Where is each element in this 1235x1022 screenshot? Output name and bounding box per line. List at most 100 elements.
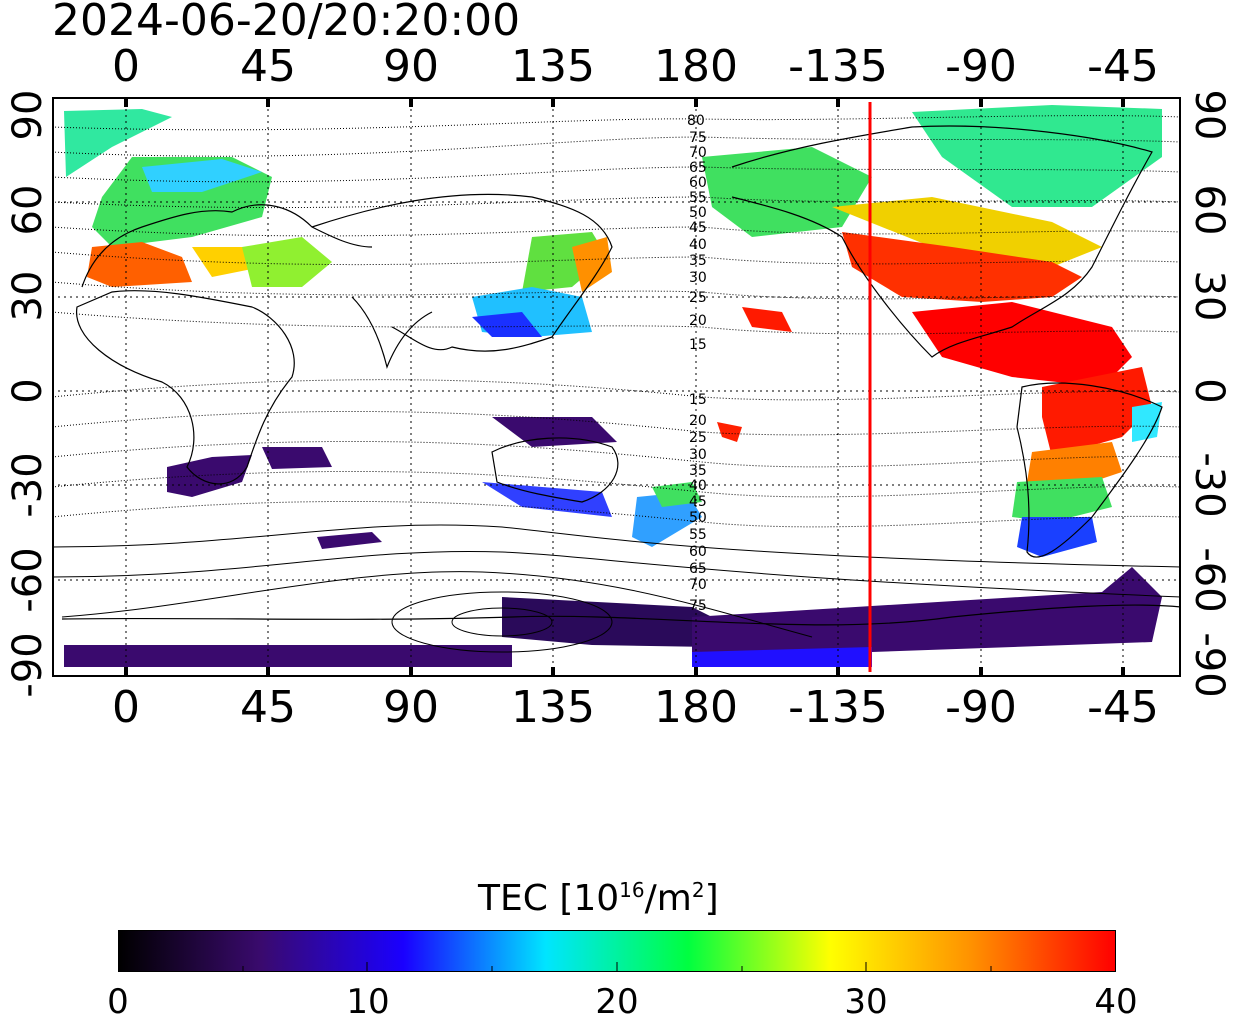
top-lon-tick: 45 <box>240 41 296 92</box>
bottom-lon-tick: -135 <box>788 682 888 733</box>
left-lat-tick: 0 <box>5 378 51 404</box>
right-lat-tick: 90 <box>1186 89 1232 141</box>
colorbar-title: TEC [1016/m2] <box>478 868 719 921</box>
tec-region-brazil <box>1132 402 1162 442</box>
contour-label: 30 <box>689 270 707 286</box>
tec-region-pacific-islands <box>717 422 742 442</box>
contour-label: 75 <box>689 130 707 146</box>
tec-region-scandinavia <box>142 159 262 192</box>
tec-region-east-asia-blue <box>472 312 542 337</box>
right-lat-tick: 60 <box>1186 184 1232 236</box>
right-lat-tick: -90 <box>1186 632 1232 698</box>
contour-label: 80 <box>687 113 705 129</box>
colorbar-title-mid: /m <box>644 878 692 919</box>
right-lat-tick: 0 <box>1186 378 1232 404</box>
colorbar-tick: 30 <box>844 982 888 1022</box>
contour-label: 70 <box>689 145 707 161</box>
contour-label: 15 <box>689 337 707 353</box>
tec-region-south-america-green <box>1012 477 1112 522</box>
contour-label: 45 <box>689 220 707 236</box>
tec-region-south-america-blue <box>1017 517 1097 557</box>
tec-region-japan <box>572 237 612 292</box>
contour-label: 75 <box>689 598 707 614</box>
top-lon-tick: 90 <box>383 41 439 92</box>
colorbar-title-exp2: 2 <box>691 878 705 902</box>
coast-asia <box>311 193 613 352</box>
tec-region-med <box>87 242 192 287</box>
tec-region-hawaii <box>742 307 792 332</box>
bottom-lon-tick: -90 <box>945 682 1017 733</box>
map-frame <box>52 97 1181 677</box>
contour-label: 70 <box>689 577 707 593</box>
top-lon-tick: -135 <box>788 41 888 92</box>
tec-region-europe-high <box>64 109 172 177</box>
left-lat-tick: 60 <box>5 184 51 236</box>
contour-labels-north: 80 75 70 65 60 55 50 45 40 35 30 25 20 1… <box>687 113 707 353</box>
tec-region-antarctic-west <box>64 645 512 667</box>
contour-label: 50 <box>689 205 707 221</box>
tec-region-central-america <box>912 302 1132 387</box>
contour-label: 40 <box>689 237 707 253</box>
contour-label: 40 <box>689 478 707 494</box>
tec-region-canada <box>832 197 1102 267</box>
bottom-lon-tick: 135 <box>511 682 595 733</box>
colorbar-tick: 10 <box>346 982 390 1022</box>
tec-region-arctic-canada <box>912 105 1162 207</box>
colorbar-title-prefix: TEC [10 <box>478 878 620 919</box>
tec-region-pacific-south <box>317 532 382 549</box>
contour-label: 20 <box>689 313 707 329</box>
tec-region-usa <box>842 232 1082 302</box>
coast-india <box>351 296 433 369</box>
bottom-lon-tick: -45 <box>1087 682 1159 733</box>
bottom-lon-tick: 45 <box>240 682 296 733</box>
coastlines <box>61 125 1181 626</box>
contour-label: 20 <box>689 413 707 429</box>
left-lat-tick: -90 <box>5 632 51 698</box>
left-lat-tick: 30 <box>5 270 51 322</box>
contour-label: 15 <box>689 392 707 408</box>
magnetic-contours <box>52 115 1181 528</box>
bottom-lon-tick: 0 <box>112 682 140 733</box>
colorbar-tick: 0 <box>107 982 129 1022</box>
tec-region-south-america-north <box>1042 367 1152 457</box>
top-lon-tick: 0 <box>112 41 140 92</box>
timestamp-title: 2024-06-20/20:20:00 <box>52 0 521 46</box>
tec-region-australia-south <box>482 482 612 517</box>
contour-label: 50 <box>689 510 707 526</box>
left-lat-tick: -30 <box>5 452 51 518</box>
coast-africa <box>76 290 295 485</box>
coast-antarctica <box>61 604 1181 626</box>
right-lat-tick: -30 <box>1186 452 1232 518</box>
contour-labels-south: 15 20 25 30 35 40 45 50 55 60 65 70 75 <box>689 392 707 614</box>
colorbar-title-suffix: ] <box>704 878 719 919</box>
contour-label: 45 <box>689 494 707 510</box>
contour-label: 25 <box>689 290 707 306</box>
contour-label: 55 <box>689 190 707 206</box>
data-layer <box>64 105 1162 667</box>
contour-label: 25 <box>689 430 707 446</box>
contour-label: 65 <box>689 160 707 176</box>
colorbar-tick: 40 <box>1094 982 1138 1022</box>
coast-south-america <box>1016 382 1163 558</box>
colorbar-title-exp1: 16 <box>619 878 645 902</box>
contour-label: 60 <box>689 175 707 191</box>
top-lon-tick: 180 <box>654 41 738 92</box>
tec-region-nz <box>632 492 702 547</box>
right-lat-tick: 30 <box>1186 270 1232 322</box>
contour-label: 35 <box>689 253 707 269</box>
top-lon-tick: 135 <box>511 41 595 92</box>
coast-australia <box>491 437 619 503</box>
tec-region-mideast <box>242 237 332 287</box>
tec-region-nz-green <box>652 482 702 507</box>
contour-label: 35 <box>689 463 707 479</box>
top-lon-tick: -45 <box>1087 41 1159 92</box>
lat-lon-grid <box>52 97 1181 677</box>
bottom-lon-tick: 180 <box>654 682 738 733</box>
contour-label: 30 <box>689 447 707 463</box>
magnetic-contours-solid <box>52 524 1181 653</box>
tec-region-antarctic-east <box>502 597 732 647</box>
tec-region-antarctic-blue <box>692 647 872 667</box>
tec-region-africa-east <box>262 447 332 469</box>
tec-region-antarctic-pacific <box>692 567 1162 657</box>
bottom-lon-tick: 90 <box>383 682 439 733</box>
